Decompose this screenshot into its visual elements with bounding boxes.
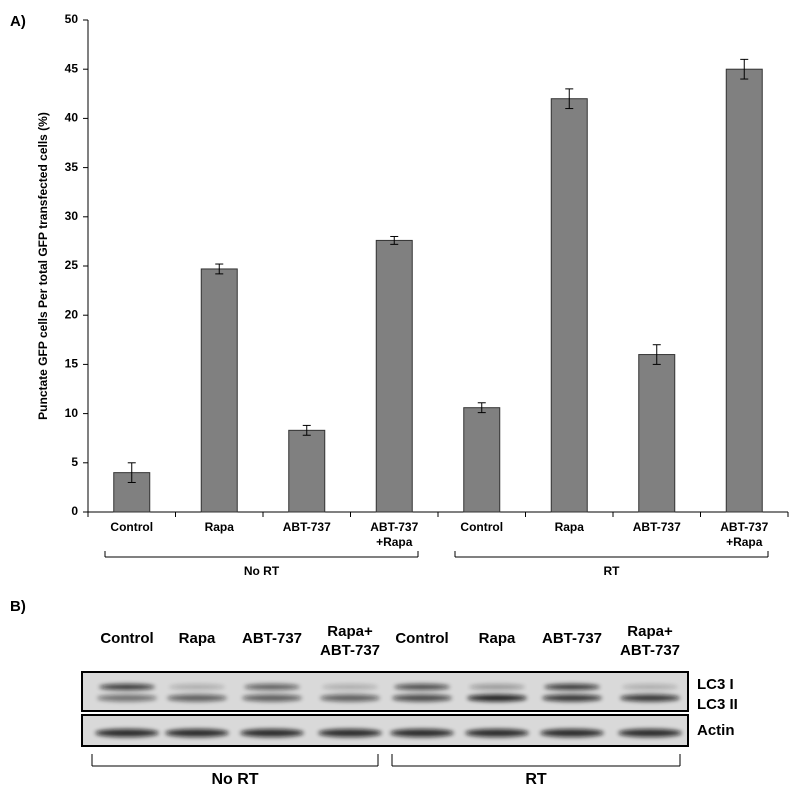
lc3-i-band [469,684,525,690]
x-tick-label: Rapa [555,520,585,534]
lane-label: ABT-737 [242,630,302,647]
lc3-ii-band [392,694,452,702]
bar [288,429,326,513]
band-label: LC3 II [697,696,738,713]
lane-label: Control [395,630,448,647]
lc3-i-band [244,684,300,690]
lc3-i-band [169,684,225,690]
x-tick-label: ABT-737 [283,520,331,534]
error-bar [302,424,311,436]
actin-band [95,729,159,737]
bar [200,268,238,513]
error-bar [215,263,224,275]
band-label: LC3 I [697,676,734,693]
error-bar [652,344,661,365]
lane-label: Rapa+ ABT-737 [620,623,680,659]
x-tick-label: Control [460,520,503,534]
panel-label: A) [10,13,26,30]
bar [638,354,676,513]
x-tick-label: Rapa [205,520,235,534]
y-axis-label: Punctate GFP cells Per total GFP transfe… [36,112,50,420]
y-tick-label: 25 [65,258,79,272]
lane-label: Rapa [479,630,516,647]
lc3-ii-band [242,694,302,702]
panel-label: B) [10,598,26,615]
y-tick-label: 45 [65,61,79,75]
lane-label: Control [100,630,153,647]
x-tick-label: ABT-737 +Rapa [720,520,768,549]
group-label: RT [604,564,621,578]
actin-band [618,729,682,737]
bar [550,98,588,513]
y-tick-label: 30 [65,209,79,223]
band-label: Actin [697,722,735,739]
lane-label: Rapa [179,630,216,647]
y-tick-label: 35 [65,160,79,174]
y-tick-label: 20 [65,307,79,321]
bar [725,68,763,513]
actin-band [240,729,304,737]
actin-band [465,729,529,737]
lc3-ii-band [97,694,157,702]
lane-label: ABT-737 [542,630,602,647]
lc3-ii-band [320,694,380,702]
y-tick-label: 0 [71,504,78,518]
lc3-ii-band [167,694,227,702]
group-label: RT [525,771,547,788]
lc3-i-band [394,684,450,690]
y-tick-label: 40 [65,111,79,125]
lc3-i-band [322,684,378,690]
actin-band [540,729,604,737]
lc3-ii-band [542,694,602,702]
bar [375,239,413,513]
x-tick-label: Control [110,520,153,534]
blot-box [81,671,689,712]
lc3-ii-band [620,694,680,702]
lc3-i-band [99,684,155,690]
lc3-i-band [544,684,600,690]
group-label: No RT [244,564,280,578]
actin-band [318,729,382,737]
y-tick-label: 10 [65,406,79,420]
error-bar [565,88,574,110]
actin-band [390,729,454,737]
error-bar [477,402,486,414]
actin-band [165,729,229,737]
error-bar [740,58,749,80]
lc3-i-band [622,684,678,690]
error-bar [127,462,136,483]
y-tick-label: 50 [65,12,79,26]
y-tick-label: 15 [65,357,79,371]
y-tick-label: 5 [71,455,78,469]
x-tick-label: ABT-737 +Rapa [370,520,418,549]
error-bar [390,235,399,245]
group-label: No RT [211,771,258,788]
x-tick-label: ABT-737 [633,520,681,534]
bar [463,407,501,513]
lc3-ii-band [467,694,527,702]
lane-label: Rapa+ ABT-737 [320,623,380,659]
